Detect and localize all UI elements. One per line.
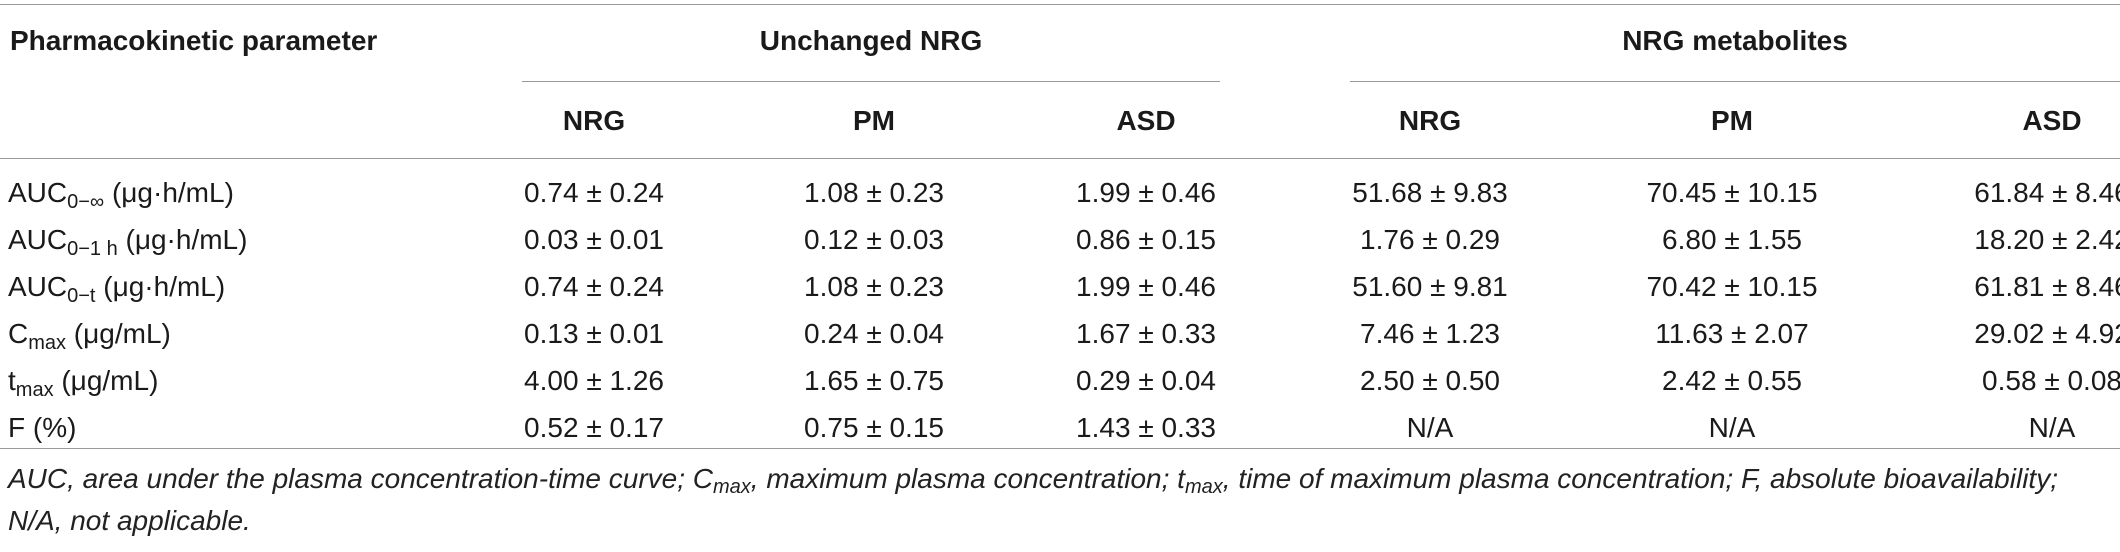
table-cell: 6.80 ± 1.55 bbox=[1662, 224, 1802, 255]
table-cell: 1.08 ± 0.23 bbox=[804, 177, 944, 208]
table-cell: N/A bbox=[2028, 412, 2076, 443]
row-label-base: AUC bbox=[8, 224, 68, 255]
group2-underline bbox=[1350, 81, 2120, 82]
table-top-rule bbox=[0, 4, 2120, 5]
row-label-unit: (μg·h/mL) bbox=[104, 177, 234, 208]
row-label-base: AUC bbox=[8, 271, 68, 302]
row-label-unit: (μg/mL) bbox=[53, 365, 159, 396]
table-cell: N/A bbox=[1406, 412, 1454, 443]
row-label-subscript: max bbox=[15, 379, 54, 401]
row-label: Cmax (μg/mL) bbox=[8, 317, 171, 354]
table-cell: 1.08 ± 0.23 bbox=[804, 271, 944, 302]
table-cell: 18.20 ± 2.42 bbox=[1974, 224, 2120, 255]
col-header-pm-1: PM bbox=[853, 105, 895, 136]
table-cell: 61.84 ± 8.46 bbox=[1974, 177, 2120, 208]
row-label-base: t bbox=[8, 365, 16, 396]
table-cell: 2.50 ± 0.50 bbox=[1360, 365, 1500, 396]
table-cell: 0.86 ± 0.15 bbox=[1076, 224, 1216, 255]
table-cell: 7.46 ± 1.23 bbox=[1360, 318, 1500, 349]
table-cell: 0.74 ± 0.24 bbox=[524, 271, 664, 302]
row-label-unit: (μg·h/mL) bbox=[117, 224, 248, 255]
header-bottom-rule bbox=[0, 158, 2120, 159]
footnote-text-2: , maximum plasma concentration; t bbox=[750, 463, 1185, 494]
table-cell: 0.29 ± 0.04 bbox=[1076, 365, 1216, 396]
table-cell: 1.99 ± 0.46 bbox=[1076, 177, 1216, 208]
row-label: tmax (μg/mL) bbox=[8, 364, 159, 401]
table-cell: 61.81 ± 8.46 bbox=[1974, 271, 2120, 302]
row-label-base: AUC bbox=[8, 177, 68, 208]
row-label: AUC0−t (μg·h/mL) bbox=[8, 270, 226, 307]
table-cell: 70.45 ± 10.15 bbox=[1646, 177, 1818, 208]
table-cell: 0.12 ± 0.03 bbox=[804, 224, 944, 255]
table-cell: 0.13 ± 0.01 bbox=[524, 318, 664, 349]
table-cell: 2.42 ± 0.55 bbox=[1662, 365, 1802, 396]
table-cell: 1.67 ± 0.33 bbox=[1076, 318, 1216, 349]
table-cell: 1.43 ± 0.33 bbox=[1076, 412, 1216, 443]
row-label-subscript: 0−∞ bbox=[67, 191, 105, 213]
table-cell: 0.52 ± 0.17 bbox=[524, 412, 664, 443]
group1-underline bbox=[522, 81, 1220, 82]
table-cell: 0.75 ± 0.15 bbox=[804, 412, 944, 443]
table-cell: 0.74 ± 0.24 bbox=[524, 177, 664, 208]
col-header-nrg-2: NRG bbox=[1398, 105, 1462, 136]
row-label-subscript: 0−1 h bbox=[67, 238, 118, 260]
col-header-asd-1: ASD bbox=[1116, 105, 1176, 136]
row-label: AUC0−∞ (μg·h/mL) bbox=[8, 176, 234, 213]
row-label-subscript: 0−t bbox=[67, 285, 96, 307]
row-label-subscript: max bbox=[28, 332, 67, 354]
table-cell: 1.76 ± 0.29 bbox=[1360, 224, 1500, 255]
footnote-text-3: , time of maximum plasma concentration; … bbox=[8, 463, 2058, 536]
table-cell: 51.60 ± 9.81 bbox=[1352, 271, 1508, 302]
param-column-header: Pharmacokinetic parameter bbox=[10, 25, 378, 56]
table-cell: 0.58 ± 0.08 bbox=[1982, 365, 2120, 396]
table-cell: 0.03 ± 0.01 bbox=[524, 224, 664, 255]
table-cell: 11.63 ± 2.07 bbox=[1655, 318, 1809, 349]
table-cell: 51.68 ± 9.83 bbox=[1352, 177, 1508, 208]
table-cell: 29.02 ± 4.92 bbox=[1974, 318, 2120, 349]
table-cell: 1.99 ± 0.46 bbox=[1076, 271, 1216, 302]
group-header-nrg-metabolites: NRG metabolites bbox=[1622, 25, 1848, 56]
table-cell: 1.65 ± 0.75 bbox=[804, 365, 944, 396]
footnote-sub-1: max bbox=[713, 476, 751, 498]
row-label-unit: (μg·h/mL) bbox=[95, 271, 226, 302]
row-label-base: C bbox=[8, 318, 29, 349]
table-cell: 0.24 ± 0.04 bbox=[804, 318, 944, 349]
table-bottom-rule bbox=[0, 448, 2120, 449]
row-label: AUC0−1 h (μg·h/mL) bbox=[8, 223, 248, 260]
col-header-pm-2: PM bbox=[1711, 105, 1753, 136]
row-label: F (%) bbox=[8, 411, 76, 445]
table-cell: 70.42 ± 10.15 bbox=[1646, 271, 1818, 302]
table-cell: N/A bbox=[1708, 412, 1756, 443]
table-footnote: AUC, area under the plasma concentration… bbox=[8, 458, 2112, 542]
row-label-base: F (%) bbox=[8, 412, 77, 443]
footnote-text-1: AUC, area under the plasma concentration… bbox=[8, 463, 713, 494]
col-header-nrg-1: NRG bbox=[562, 105, 626, 136]
col-header-asd-2: ASD bbox=[2022, 105, 2082, 136]
group-header-unchanged-nrg: Unchanged NRG bbox=[759, 25, 983, 56]
footnote-sub-2: max bbox=[1184, 476, 1223, 498]
table-cell: 4.00 ± 1.26 bbox=[524, 365, 664, 396]
row-label-unit: (μg/mL) bbox=[66, 318, 171, 349]
